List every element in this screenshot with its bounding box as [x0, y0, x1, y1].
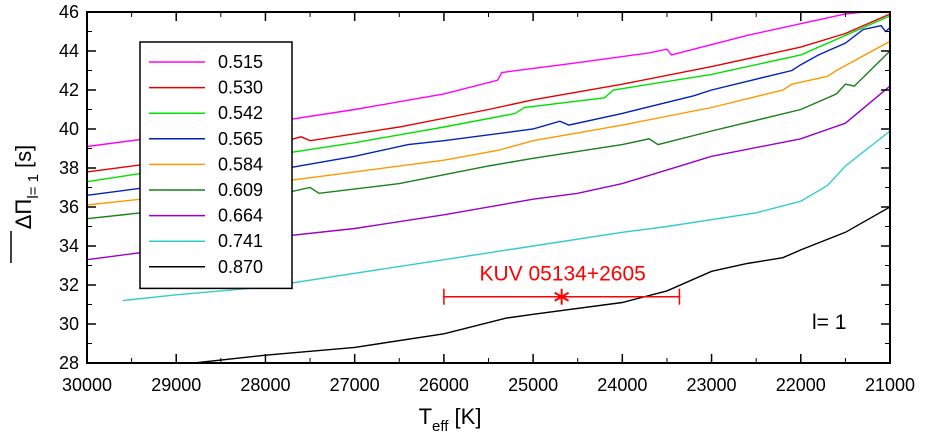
- legend-label: 0.542: [218, 103, 263, 123]
- y-tick-label: 38: [59, 158, 79, 178]
- star-annotation: KUV 05134+2605: [443, 263, 681, 305]
- l-annotation: l= 1: [812, 311, 846, 334]
- legend: 0.515 0.530 0.542 0.565 0.584 0.609 0.664 0.741…: [139, 41, 293, 290]
- y-tick-label: 44: [59, 41, 79, 61]
- legend-label: 0.741: [218, 231, 263, 251]
- axis-ticks: 30000 29000 28000 27000 26000 25000 24000 23000…: [59, 2, 915, 395]
- star-stroke: [554, 291, 570, 302]
- star-label: KUV 05134+2605: [479, 263, 645, 286]
- legend-label: 0.609: [218, 180, 263, 200]
- legend-label: 0.664: [218, 206, 263, 226]
- legend-label: 0.870: [218, 257, 263, 277]
- x-tick-label: 22000: [776, 375, 826, 395]
- y-tick-label: 46: [59, 2, 79, 22]
- x-axis-label: Teff [K]: [419, 404, 482, 435]
- legend-label: 0.515: [218, 52, 263, 72]
- series-line-0.609: [87, 50, 890, 220]
- x-tick-label: 27000: [330, 375, 380, 395]
- series-line-0.565: [87, 24, 890, 196]
- y-tick-label: 28: [59, 353, 79, 373]
- y-axis-label: ΔΠl= 1 [s]: [10, 145, 42, 263]
- y-tick-label: 36: [59, 197, 79, 217]
- svg-text:ΔΠl= 1 [s]: ΔΠl= 1 [s]: [11, 145, 42, 230]
- star-marker: [554, 288, 570, 305]
- x-tick-label: 29000: [151, 375, 201, 395]
- legend-label: 0.565: [218, 129, 263, 149]
- series-line-0.515: [87, 12, 864, 148]
- svg-text:Teff [K]: Teff [K]: [419, 404, 482, 435]
- legend-label: 0.530: [218, 78, 263, 98]
- legend-label: 0.584: [218, 154, 263, 174]
- y-tick-label: 30: [59, 314, 79, 334]
- plot-frame: [86, 11, 891, 364]
- y-tick-label: 34: [59, 236, 79, 256]
- x-tick-label: 24000: [597, 375, 647, 395]
- legend-box: [139, 41, 293, 290]
- x-tick-label: 25000: [508, 375, 558, 395]
- x-tick-label: 30000: [62, 375, 112, 395]
- y-tick-label: 32: [59, 275, 79, 295]
- x-tick-label: 23000: [687, 375, 737, 395]
- x-tick-label: 28000: [240, 375, 290, 395]
- x-tick-label: 21000: [865, 375, 915, 395]
- y-tick-label: 40: [59, 119, 79, 139]
- y-tick-label: 42: [59, 80, 79, 100]
- x-tick-label: 26000: [419, 375, 469, 395]
